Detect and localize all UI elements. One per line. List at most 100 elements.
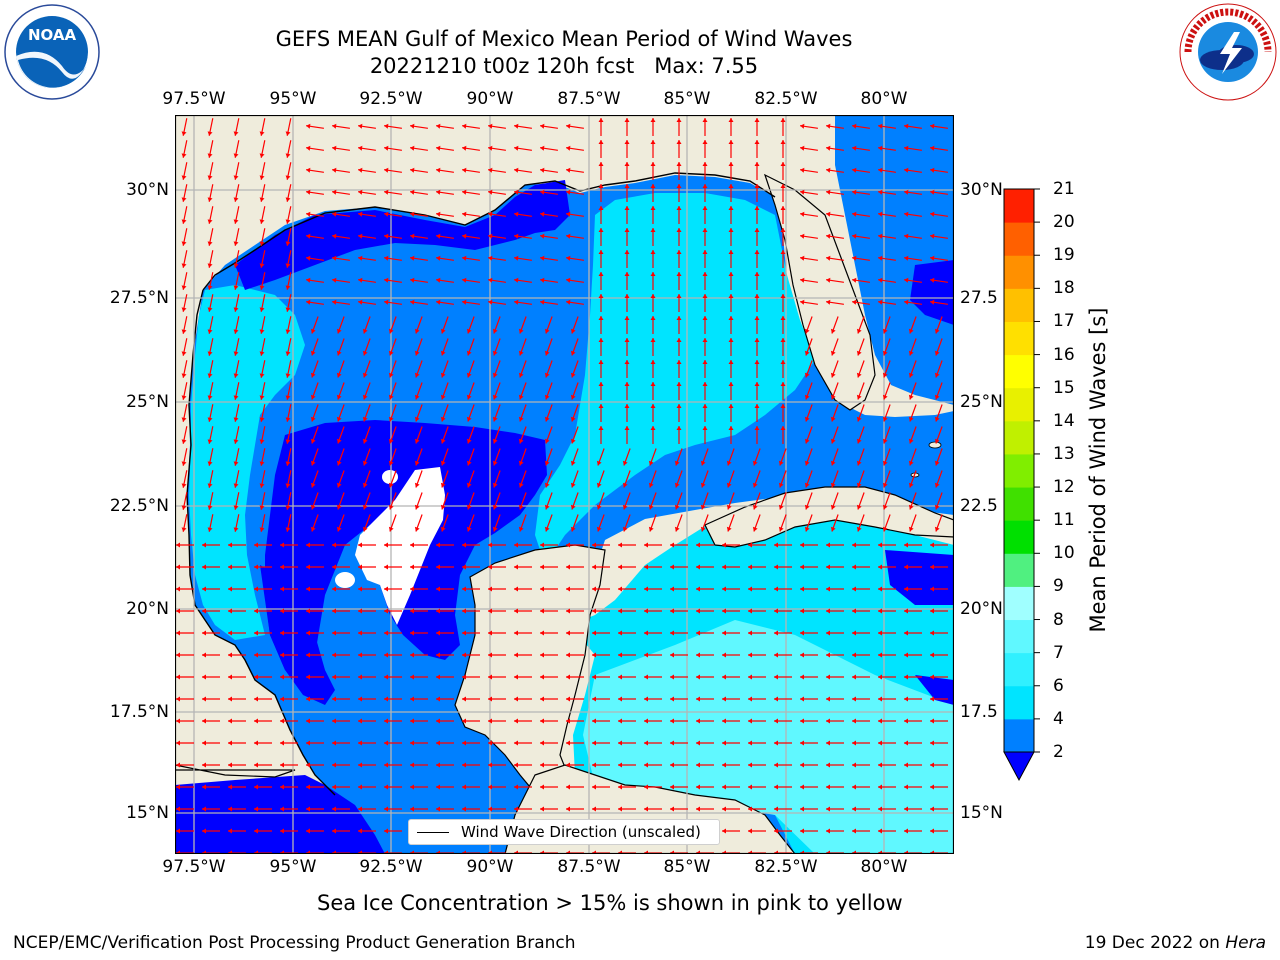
wave-arrow-head bbox=[462, 630, 466, 636]
wave-arrow-head bbox=[702, 162, 708, 166]
wave-arrow-head bbox=[310, 438, 316, 444]
wave-arrow-head bbox=[285, 461, 291, 466]
wave-arrow-head bbox=[228, 784, 232, 790]
wave-arrow-head bbox=[566, 233, 571, 239]
wave-arrow-head bbox=[774, 806, 778, 812]
wave-arrow-head bbox=[702, 184, 708, 188]
wave-arrow-head bbox=[830, 350, 836, 356]
colorbar-tick-label: 4 bbox=[1053, 708, 1064, 729]
wave-arrow-head bbox=[310, 350, 316, 356]
wave-arrow-head bbox=[358, 233, 363, 239]
colorbar-band bbox=[1004, 718, 1034, 753]
wave-arrow-head bbox=[514, 299, 519, 305]
wave-arrow-head bbox=[466, 372, 472, 378]
wave-arrow-head bbox=[748, 718, 752, 724]
wave-arrow-head bbox=[570, 482, 576, 488]
wave-arrow-head bbox=[462, 145, 467, 151]
wave-arrow-head bbox=[336, 482, 342, 488]
florida-east-dark bbox=[910, 260, 954, 325]
wave-arrow-head bbox=[207, 285, 213, 290]
wave-arrow-head bbox=[826, 630, 830, 636]
wave-arrow-head bbox=[306, 696, 310, 702]
wave-arrow-head bbox=[596, 504, 602, 510]
wave-arrow-head bbox=[592, 806, 596, 812]
wave-arrow-head bbox=[332, 608, 336, 614]
wave-arrow-head bbox=[670, 784, 674, 790]
wave-arrow-head bbox=[618, 652, 622, 658]
wave-arrow-head bbox=[462, 255, 467, 261]
wave-arrow-head bbox=[410, 233, 415, 239]
wave-arrow-head bbox=[254, 828, 258, 834]
wave-arrow-head bbox=[592, 718, 596, 724]
wave-arrow-head bbox=[778, 460, 784, 466]
wave-arrow-head bbox=[904, 167, 909, 173]
wave-arrow-head bbox=[878, 828, 882, 834]
wave-arrow-head bbox=[856, 328, 862, 334]
wave-arrow-head bbox=[804, 416, 810, 422]
wave-arrow-head bbox=[233, 307, 239, 312]
colorbar-tick-label: 13 bbox=[1053, 443, 1075, 464]
wave-arrow-head bbox=[285, 527, 291, 532]
wave-arrow-head bbox=[780, 118, 786, 122]
wave-arrow-head bbox=[388, 328, 394, 334]
wave-arrow-head bbox=[462, 762, 466, 768]
wave-arrow-head bbox=[598, 294, 604, 298]
wave-arrow-head bbox=[696, 762, 700, 768]
wave-arrow-head bbox=[414, 328, 420, 334]
wave-arrow-head bbox=[228, 608, 232, 614]
wave-arrow-head bbox=[259, 285, 265, 290]
wave-arrow-head bbox=[618, 586, 622, 592]
wave-arrow-head bbox=[754, 250, 760, 254]
wave-arrow-head bbox=[934, 328, 940, 334]
wave-arrow-head bbox=[181, 351, 187, 356]
wave-arrow-head bbox=[462, 123, 467, 129]
wave-arrow-head bbox=[800, 740, 804, 746]
wave-arrow-head bbox=[596, 526, 602, 532]
wave-arrow-head bbox=[410, 564, 414, 570]
wave-arrow-head bbox=[280, 630, 284, 636]
wave-arrow-head bbox=[624, 382, 630, 386]
wave-arrow-head bbox=[518, 526, 524, 532]
wave-arrow-head bbox=[618, 762, 622, 768]
wave-arrow-head bbox=[852, 630, 856, 636]
wave-arrow-head bbox=[332, 718, 336, 724]
wave-arrow-head bbox=[306, 674, 310, 680]
wave-arrow-head bbox=[306, 806, 310, 812]
wave-arrow-head bbox=[280, 784, 284, 790]
wave-arrow-head bbox=[726, 526, 732, 532]
wave-arrow-head bbox=[440, 482, 446, 488]
wave-arrow-head bbox=[650, 250, 656, 254]
wave-arrow-head bbox=[259, 329, 265, 334]
wave-arrow-head bbox=[488, 277, 493, 283]
wave-arrow-head bbox=[228, 542, 232, 548]
wave-arrow-head bbox=[207, 131, 213, 136]
wave-arrow-head bbox=[650, 228, 656, 232]
wave-arrow-head bbox=[233, 153, 239, 158]
wave-arrow-head bbox=[800, 608, 804, 614]
wave-arrow-head bbox=[176, 586, 180, 592]
wave-arrow-head bbox=[436, 762, 440, 768]
wave-arrow-head bbox=[826, 784, 830, 790]
lat-label: 20°N bbox=[126, 599, 169, 619]
wave-arrow-head bbox=[800, 762, 804, 768]
wave-arrow-head bbox=[774, 828, 778, 834]
wave-arrow-head bbox=[336, 438, 342, 444]
wave-arrow-head bbox=[181, 175, 187, 180]
wave-arrow-head bbox=[518, 394, 524, 400]
wave-arrow-head bbox=[644, 652, 648, 658]
wave-arrow-head bbox=[207, 263, 213, 268]
lon-label: 97.5°W bbox=[162, 857, 226, 877]
wave-arrow-head bbox=[462, 696, 466, 702]
wave-arrow-head bbox=[566, 145, 571, 151]
wave-arrow-head bbox=[259, 351, 265, 356]
wave-arrow-head bbox=[904, 608, 908, 614]
wave-arrow-head bbox=[332, 167, 337, 173]
wave-arrow-head bbox=[440, 394, 446, 400]
wave-arrow-head bbox=[514, 784, 518, 790]
wave-arrow-head bbox=[285, 329, 291, 334]
wave-arrow-head bbox=[598, 360, 604, 364]
wave-arrow-head bbox=[466, 526, 472, 532]
wave-arrow-head bbox=[696, 564, 700, 570]
wave-arrow-head bbox=[306, 828, 310, 834]
wave-arrow-head bbox=[414, 394, 420, 400]
